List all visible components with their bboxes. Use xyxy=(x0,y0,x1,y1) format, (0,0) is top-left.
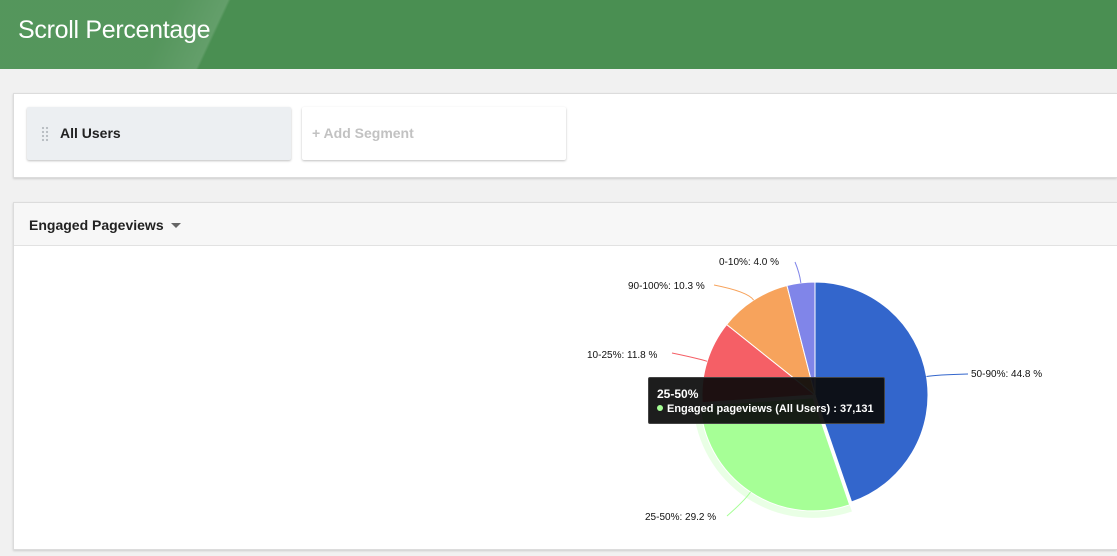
pie-data-label: 25-50%: 29.2 % xyxy=(645,512,716,523)
pie-slice-90-100%[interactable] xyxy=(725,284,816,397)
add-segment-button[interactable]: + Add Segment xyxy=(302,107,566,160)
header-shade xyxy=(0,0,260,69)
pie-data-label: 10-25%: 11.8 % xyxy=(587,350,658,361)
tooltip-series: Engaged pageviews (All Users) xyxy=(667,403,831,415)
pie-label-connector xyxy=(926,373,969,377)
pie-label-connector xyxy=(713,284,755,301)
pie-data-label: 0-10%: 4.0 % xyxy=(719,257,779,268)
add-segment-label: + Add Segment xyxy=(312,125,414,141)
chart-tooltip: 25-50% Engaged pageviews (All Users) : 3… xyxy=(648,377,885,424)
tooltip-value: 37,131 xyxy=(840,403,874,415)
series-dot-icon xyxy=(657,405,663,411)
pie-slice-25-50%[interactable] xyxy=(699,397,851,512)
pie-data-label: 50-90%: 44.8 % xyxy=(971,369,1042,380)
page-title: Scroll Percentage xyxy=(18,16,211,44)
page-header: Scroll Percentage xyxy=(0,0,1117,69)
tooltip-category: 25-50% xyxy=(657,387,699,401)
pie-slice-0-10%[interactable] xyxy=(786,281,816,396)
tooltip-series-line: Engaged pageviews (All Users) : 37,131 xyxy=(657,403,874,415)
pie-label-connector xyxy=(794,261,802,283)
pie-label-connector xyxy=(671,352,708,362)
pie-data-label: 90-100%: 10.3 % xyxy=(628,281,705,292)
segment-bar: All Users + Add Segment xyxy=(13,93,1117,178)
segment-all-users[interactable]: All Users xyxy=(27,107,291,160)
metric-selector[interactable]: Engaged Pageviews xyxy=(29,217,164,233)
chart-header: Engaged Pageviews xyxy=(14,203,1117,246)
drag-handle-icon[interactable] xyxy=(41,126,49,142)
segment-label: All Users xyxy=(60,125,121,141)
pie-label-connector xyxy=(726,491,751,517)
chevron-down-icon[interactable] xyxy=(171,223,181,228)
